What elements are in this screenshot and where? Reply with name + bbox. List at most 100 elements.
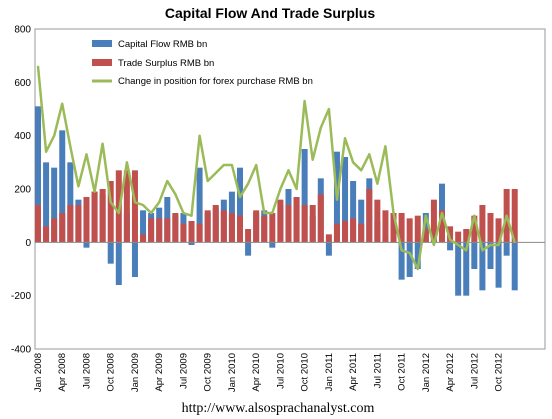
x-tick-label: Jan 2008 (33, 353, 44, 392)
capital-flow-bar (245, 242, 252, 256)
legend-label-capital-flow: Capital Flow RMB bn (118, 39, 207, 50)
forex-position-point (93, 190, 96, 193)
trade-surplus-bar (83, 197, 90, 243)
trade-surplus-bar (342, 221, 349, 243)
forex-position-point (465, 249, 468, 252)
forex-position-point (118, 212, 120, 214)
forex-position-point (239, 196, 241, 198)
x-tick-label: Apr 2008 (57, 353, 68, 392)
capital-flow-bar (342, 157, 349, 243)
trade-surplus-bar (366, 189, 373, 243)
trade-surplus-bar (59, 213, 66, 243)
capital-flow-bar (406, 242, 413, 277)
x-tick-label: Apr 2012 (445, 353, 456, 392)
forex-position-point (497, 244, 500, 246)
forex-position-point (142, 204, 144, 206)
capital-flow-bar (422, 213, 429, 243)
trade-surplus-bar (156, 218, 163, 243)
trade-surplus-bar (430, 199, 437, 243)
forex-position-point (441, 212, 443, 214)
forex-position-point (408, 252, 411, 254)
capital-flow-bar (59, 130, 66, 243)
forex-position-point (53, 134, 55, 137)
trade-surplus-bar (269, 213, 276, 243)
trade-surplus-bar (495, 218, 502, 243)
forex-position-point (126, 161, 128, 164)
trade-surplus-bar (422, 229, 429, 243)
trade-surplus-bar (277, 199, 284, 243)
forex-position-point (37, 65, 39, 68)
trade-surplus-bar (253, 210, 260, 243)
trade-surplus-bar (107, 181, 114, 243)
trade-surplus-bar (237, 215, 243, 243)
x-tick-label: Apr 2011 (348, 353, 359, 391)
capital-flow-bar (67, 162, 74, 243)
forex-position-point (287, 169, 290, 172)
trade-surplus-bar (301, 205, 308, 243)
capital-flow-bar (188, 242, 195, 245)
capital-flow-bar (107, 242, 114, 264)
trade-surplus-bar (212, 205, 219, 243)
forex-position-point (247, 182, 249, 185)
legend-label-forex: Change in position for forex purchase RM… (118, 76, 313, 87)
capital-flow-bar (43, 162, 50, 243)
trade-surplus-bar (390, 213, 397, 243)
legend-swatch-capital-flow (92, 40, 112, 47)
forex-position-point (344, 137, 346, 140)
forex-position-point (384, 145, 387, 148)
x-tick-label: Oct 2009 (203, 353, 214, 392)
trade-surplus-bar (99, 189, 106, 243)
y-axis: 800 600 400 200 0 -200 -400 (11, 25, 31, 356)
capital-flow-bar (115, 242, 122, 285)
trade-surplus-bar (180, 223, 187, 243)
forex-position-point (368, 153, 371, 156)
capital-flow-bar (325, 242, 332, 256)
x-tick-label: Jul 2008 (81, 353, 92, 389)
trade-surplus-bar (382, 210, 389, 243)
forex-position-point (223, 164, 225, 166)
trade-surplus-bar (228, 213, 235, 243)
trade-surplus-bar (123, 170, 130, 243)
forex-position-point (150, 212, 152, 214)
forex-position-point (311, 158, 314, 161)
trade-surplus-bar (35, 205, 41, 243)
x-tick-label: Jul 2010 (275, 353, 286, 389)
trade-surplus-bar (374, 199, 381, 243)
forex-position-point (352, 161, 354, 164)
trade-surplus-bar (333, 223, 340, 243)
trade-surplus-bar (406, 218, 413, 243)
capital-flow-bar (479, 242, 486, 291)
forex-position-point (295, 188, 298, 190)
x-tick-label: Oct 2010 (300, 353, 311, 392)
capital-flow-bar (301, 149, 308, 243)
forex-position-point (182, 212, 185, 214)
trade-surplus-bar (172, 213, 179, 243)
footer-url: http://www.alsosprachanalyst.com (182, 401, 375, 416)
forex-position-point (231, 164, 233, 166)
x-tick-label: Jan 2010 (227, 353, 238, 392)
forex-position-point (174, 193, 177, 196)
capital-flow-bar (35, 106, 41, 243)
forex-position-point (425, 214, 427, 217)
trade-surplus-bar (350, 218, 357, 243)
y-tick-label: 400 (14, 131, 31, 142)
chart-title: Capital Flow And Trade Surplus (165, 5, 375, 21)
forex-position-point (449, 238, 451, 241)
capital-flow-bar (140, 210, 147, 243)
forex-position-point (416, 268, 419, 270)
y-tick-label: -400 (11, 345, 31, 356)
trade-surplus-bar (67, 205, 74, 243)
x-tick-label: Jul 2012 (469, 353, 480, 389)
forex-position-point (320, 126, 322, 129)
capital-flow-bar (463, 242, 470, 296)
x-tick-label: Oct 2008 (106, 353, 117, 392)
capital-flow-bar (51, 167, 58, 243)
capital-flow-bar (269, 242, 276, 248)
x-tick-label: Jul 2009 (178, 353, 189, 389)
trade-surplus-bar (471, 215, 478, 243)
trade-surplus-bar (220, 210, 227, 243)
forex-position-point (336, 198, 338, 201)
x-tick-label: Jan 2011 (324, 353, 335, 391)
forex-position-point (400, 249, 403, 252)
x-tick-label: Oct 2012 (494, 353, 505, 392)
